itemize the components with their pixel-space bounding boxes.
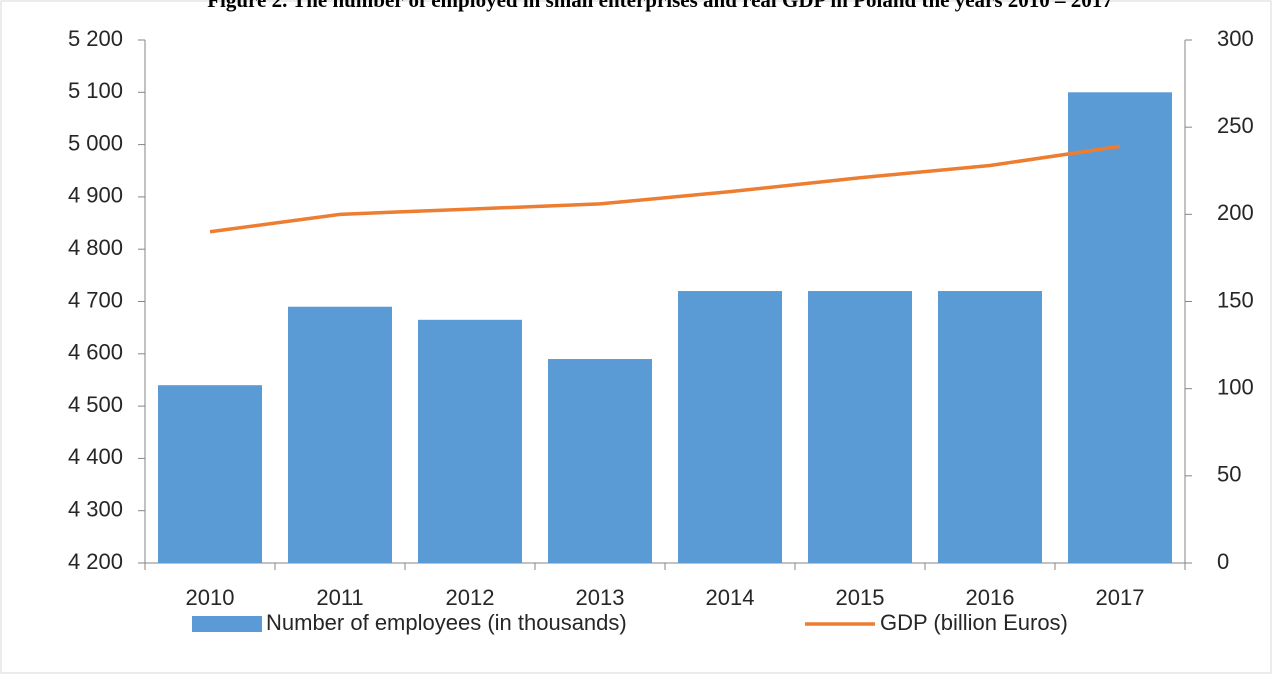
y2-tick-label: 200 bbox=[1217, 200, 1254, 225]
bar bbox=[158, 385, 262, 563]
y-tick-label: 4 700 bbox=[68, 287, 123, 312]
x-tick-label: 2010 bbox=[186, 585, 235, 610]
x-tick-label: 2013 bbox=[576, 585, 625, 610]
x-tick-label: 2015 bbox=[836, 585, 885, 610]
y-tick-label: 4 300 bbox=[68, 497, 123, 522]
y-tick-label: 5 000 bbox=[68, 130, 123, 155]
bar bbox=[808, 291, 912, 563]
y-tick-label: 4 900 bbox=[68, 183, 123, 208]
y2-tick-label: 150 bbox=[1217, 287, 1254, 312]
x-tick-label: 2011 bbox=[316, 585, 363, 610]
bar bbox=[678, 291, 782, 563]
legend-swatch bbox=[192, 616, 262, 632]
chart-title: Figure 2. The number of employed in smal… bbox=[207, 0, 1113, 12]
y-tick-label: 4 400 bbox=[68, 444, 123, 469]
y2-tick-label: 250 bbox=[1217, 113, 1254, 138]
y2-tick-label: 0 bbox=[1217, 549, 1229, 574]
bar bbox=[938, 291, 1042, 563]
line bbox=[209, 144, 1121, 234]
y-tick-label: 5 200 bbox=[68, 26, 123, 51]
bar bbox=[548, 359, 652, 563]
y-tick-label: 4 800 bbox=[68, 235, 123, 260]
y-tick-label: 4 500 bbox=[68, 392, 123, 417]
legend-label: Number of employees (in thousands) bbox=[266, 610, 627, 635]
bar bbox=[1068, 92, 1172, 564]
x-tick-label: 2016 bbox=[966, 585, 1015, 610]
y2-tick-label: 100 bbox=[1217, 374, 1254, 399]
y-tick-label: 4 200 bbox=[68, 549, 123, 574]
y-tick-label: 5 100 bbox=[68, 78, 123, 103]
bar bbox=[288, 306, 392, 563]
x-tick-label: 2017 bbox=[1096, 585, 1145, 610]
legend-label: GDP (billion Euros) bbox=[880, 610, 1068, 635]
y-tick-label: 4 600 bbox=[68, 340, 123, 365]
x-tick-label: 2012 bbox=[446, 585, 495, 610]
bar bbox=[418, 319, 522, 563]
y2-tick-label: 50 bbox=[1217, 462, 1241, 487]
x-tick-label: 2014 bbox=[706, 585, 755, 610]
y2-tick-label: 300 bbox=[1217, 26, 1254, 51]
